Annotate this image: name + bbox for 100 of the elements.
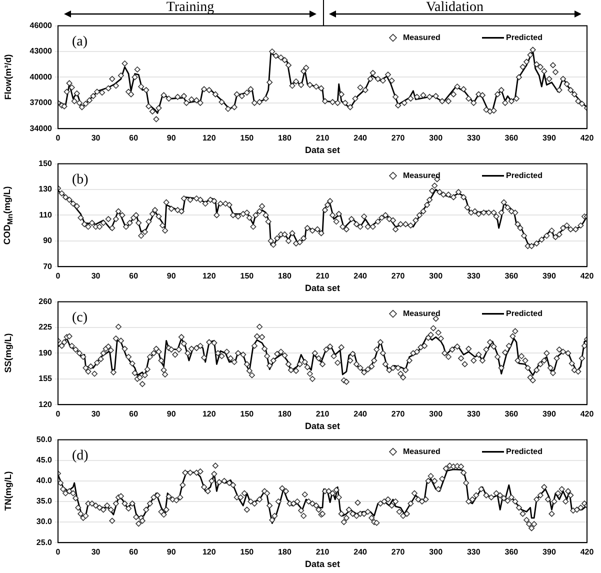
y-tick-label: 90 [43, 236, 53, 246]
y-tick-label: 30.0 [36, 517, 53, 526]
x-tick-label: 390 [542, 410, 556, 419]
y-tick-label: 260 [38, 297, 53, 306]
y-tick-label: 190 [38, 348, 53, 358]
x-tick-label: 360 [504, 410, 519, 419]
x-tick-label: 0 [56, 410, 61, 419]
legend-label: Predicted [506, 447, 543, 456]
y-tick-label: 34000 [30, 124, 53, 133]
x-tick-label: 180 [278, 548, 292, 557]
legend-label: Measured [403, 309, 440, 318]
x-tick-label: 30 [91, 134, 101, 143]
y-tick-label: 120 [38, 400, 53, 409]
legend-label: Predicted [506, 33, 543, 42]
annotation: (d) [72, 448, 89, 464]
x-tick-label: 270 [391, 272, 406, 281]
x-tick-label: 180 [278, 134, 292, 143]
x-tick-label: 150 [240, 272, 254, 281]
x-tick-label: 60 [129, 134, 139, 143]
x-tick-label: 0 [56, 272, 61, 281]
y-tick-label: 35.0 [36, 496, 53, 506]
legend-label: Measured [403, 447, 440, 456]
x-tick-label: 420 [580, 548, 594, 557]
x-axis-title: Data set [304, 145, 340, 156]
x-tick-label: 360 [504, 272, 519, 281]
x-tick-label: 30 [91, 410, 101, 419]
x-tick-label: 330 [466, 548, 481, 557]
x-tick-label: 0 [56, 548, 61, 557]
x-tick-label: 390 [542, 134, 556, 143]
text: Validation [426, 0, 484, 15]
x-tick-label: 180 [278, 410, 292, 419]
x-tick-label: 60 [129, 548, 139, 557]
x-tick-label: 420 [580, 272, 594, 281]
x-tick-label: 330 [466, 272, 481, 281]
x-tick-label: 270 [391, 134, 406, 143]
legend-label: Measured [403, 171, 440, 180]
y-tick-label: 40000 [30, 72, 53, 82]
y-axis-title: SS(mg/L) [2, 333, 13, 373]
x-tick-label: 390 [542, 272, 556, 281]
x-tick-label: 390 [542, 548, 556, 557]
x-tick-label: 300 [429, 410, 444, 419]
x-tick-label: 120 [202, 548, 216, 557]
y-tick-label: 150 [38, 159, 53, 168]
y-tick-label: 155 [38, 374, 53, 384]
x-tick-label: 150 [240, 134, 254, 143]
x-tick-label: 330 [466, 410, 481, 419]
y-axis-title: Flow(m³/d) [2, 54, 13, 100]
x-tick-label: 0 [56, 134, 61, 143]
x-tick-label: 360 [504, 548, 519, 557]
y-tick-label: 43000 [30, 46, 53, 56]
x-tick-label: 270 [391, 548, 406, 557]
annotation: (b) [72, 172, 89, 188]
x-tick-label: 270 [391, 410, 406, 419]
x-tick-label: 210 [316, 548, 330, 557]
x-tick-label: 300 [429, 272, 444, 281]
text: Training [166, 0, 214, 15]
y-tick-label: 46000 [30, 21, 53, 30]
x-tick-label: 420 [580, 410, 594, 419]
x-tick-label: 120 [202, 134, 216, 143]
y-tick-label: 110 [39, 210, 53, 220]
y-axis-title: TN(mg/L) [2, 471, 13, 511]
x-tick-label: 60 [129, 410, 139, 419]
x-tick-label: 240 [354, 410, 368, 419]
x-tick-label: 150 [240, 410, 254, 419]
x-tick-label: 360 [504, 134, 519, 143]
x-tick-label: 210 [316, 134, 330, 143]
legend-label: Predicted [506, 309, 543, 318]
annotation: (a) [72, 34, 88, 50]
y-tick-label: 225 [38, 322, 53, 332]
x-tick-label: 330 [466, 134, 481, 143]
x-tick-label: 240 [354, 134, 368, 143]
x-tick-label: 30 [91, 272, 101, 281]
x-tick-label: 240 [354, 548, 368, 557]
x-tick-label: 150 [240, 548, 254, 557]
legend-label: Predicted [506, 171, 543, 180]
x-tick-label: 300 [429, 134, 444, 143]
x-tick-label: 240 [354, 272, 368, 281]
x-tick-label: 210 [316, 272, 330, 281]
x-tick-label: 90 [166, 548, 176, 557]
legend-label: Measured [403, 33, 440, 42]
annotation: (c) [72, 310, 88, 326]
y-tick-label: 25.0 [36, 538, 53, 547]
x-axis-title: Data set [304, 421, 340, 432]
x-tick-label: 420 [580, 134, 594, 143]
y-tick-label: 130 [38, 184, 53, 194]
x-tick-label: 90 [166, 272, 176, 281]
x-axis-title: Data set [304, 283, 340, 294]
x-tick-label: 180 [278, 272, 292, 281]
x-tick-label: 120 [202, 410, 216, 419]
y-tick-label: 40.0 [36, 476, 53, 486]
x-tick-label: 30 [91, 548, 101, 557]
x-tick-label: 60 [129, 272, 139, 281]
x-tick-label: 90 [166, 134, 176, 143]
x-axis-title: Data set [304, 559, 340, 570]
y-tick-label: 50.0 [36, 435, 53, 444]
y-tick-label: 70 [43, 262, 53, 271]
x-tick-label: 300 [429, 548, 444, 557]
y-tick-label: 45.0 [36, 456, 53, 465]
x-tick-label: 210 [316, 410, 330, 419]
x-tick-label: 120 [202, 272, 216, 281]
